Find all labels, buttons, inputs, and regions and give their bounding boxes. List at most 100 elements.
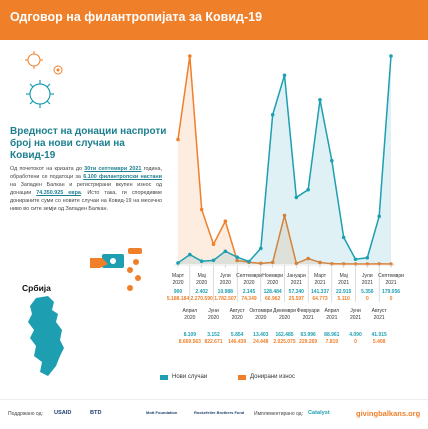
data-label-cases-top-4: 128.484 <box>264 289 282 295</box>
series-point-0-10 <box>294 195 299 200</box>
header-banner: Одговор на филантропијата за Ковид-19 <box>0 0 428 40</box>
series-point-1-7 <box>259 261 263 266</box>
series-point-1-2 <box>199 207 204 212</box>
series-point-0-16 <box>365 255 370 260</box>
tick-label-month-bottom-8: Август <box>372 308 388 314</box>
series-point-0-15 <box>353 257 358 262</box>
tick-label-month-bottom-1: Јуни <box>208 308 219 314</box>
tick-label-year-top-6: 2021 <box>314 280 325 286</box>
intro-amount: 74.350.925 евра <box>36 189 81 196</box>
data-label-cases-top-7: 22.915 <box>336 289 352 295</box>
legend-label-cases: Нови случаи <box>172 374 208 380</box>
data-label-cases-bottom-8: 41.015 <box>372 332 388 338</box>
intro-paragraph: Од почетокот на кризата до 30ти септемвр… <box>10 166 162 213</box>
legend-swatch-cases <box>160 375 168 380</box>
data-label-cases-top-3: 2.145 <box>243 289 256 295</box>
tick-label-year-bottom-8: 2021 <box>374 315 385 321</box>
series-point-0-12 <box>318 98 322 102</box>
tick-label-month-top-1: Мај <box>198 273 206 279</box>
data-label-donations-top-2: 1.782.507 <box>214 296 236 302</box>
data-label-donations-top-1: 2.270.590 <box>191 296 213 302</box>
series-point-1-9 <box>282 213 287 218</box>
series-point-1-4 <box>223 219 228 224</box>
data-label-cases-top-5: 57.340 <box>289 289 305 295</box>
data-label-donations-bottom-7: 0 <box>354 339 357 345</box>
data-label-cases-top-6: 141.337 <box>311 289 329 295</box>
series-point-0-3 <box>211 258 216 263</box>
tick-label-month-bottom-4: Декември <box>273 308 296 314</box>
series-point-1-3 <box>211 242 216 247</box>
tick-label-year-bottom-3: 2020 <box>255 315 266 321</box>
series-point-1-12 <box>318 260 322 265</box>
tick-label-year-top-7: 2021 <box>338 280 349 286</box>
series-point-1-11 <box>306 256 310 261</box>
series-point-0-13 <box>330 158 334 163</box>
data-label-donations-bottom-3: 24.448 <box>253 339 269 345</box>
tick-label-month-top-5: Јануари <box>287 273 306 279</box>
tick-label-month-top-4: Ноември <box>262 273 283 279</box>
series-point-0-4 <box>223 249 228 254</box>
data-label-cases-bottom-4: 162.485 <box>275 332 293 338</box>
series-point-1-5 <box>235 258 239 263</box>
tick-label-month-bottom-2: Август <box>230 308 246 314</box>
series-point-0-6 <box>247 259 251 264</box>
partner-usaid-logo: USAID <box>54 410 72 416</box>
series-point-0-1 <box>188 252 192 257</box>
website-link[interactable]: givingbalkans.org <box>356 409 421 418</box>
tick-label-year-bottom-7: 2021 <box>350 315 361 321</box>
data-label-donations-top-7: 5.110 <box>338 296 350 302</box>
data-label-cases-bottom-7: 4.090 <box>349 332 362 338</box>
data-label-cases-bottom-1: 3.152 <box>207 332 220 338</box>
data-label-cases-top-1: 2.402 <box>195 289 208 295</box>
series-point-1-1 <box>188 54 192 58</box>
series-point-0-17 <box>377 214 381 219</box>
tick-label-year-top-8: 2021 <box>362 280 373 286</box>
data-label-cases-top-8: 5.356 <box>361 289 374 295</box>
intro-date: 30ти септември 2021 <box>84 166 142 172</box>
data-label-donations-bottom-8: 5.408 <box>373 339 386 345</box>
implemented-by-label: Имплементирано од: <box>254 411 303 417</box>
data-label-cases-top-2: 10.988 <box>218 289 234 295</box>
series-point-0-7 <box>259 246 263 251</box>
tick-label-month-top-7: Мај <box>340 273 348 279</box>
series-point-1-8 <box>270 260 275 265</box>
tick-label-month-bottom-7: Јуни <box>350 308 361 314</box>
tick-label-year-bottom-1: 2020 <box>208 315 219 321</box>
data-label-cases-top-9: 179.056 <box>382 289 400 295</box>
tick-label-year-top-2: 2020 <box>220 280 231 286</box>
tick-label-month-top-0: Март <box>172 273 185 279</box>
tick-label-year-top-9: 2021 <box>385 280 396 286</box>
series-area-0 <box>178 56 391 264</box>
legend-swatch-donations <box>238 375 246 380</box>
tick-label-year-bottom-0: 2020 <box>184 315 195 321</box>
series-point-0-9 <box>282 73 287 78</box>
partner-mott-logo: Mott Foundation <box>146 410 178 415</box>
tick-label-month-top-8: Јули <box>362 273 373 279</box>
donation-hand-illustration <box>90 248 142 291</box>
data-label-donations-bottom-1: 822.671 <box>204 339 222 345</box>
series-point-0-2 <box>199 259 204 264</box>
data-label-donations-top-6: 64.773 <box>312 296 328 302</box>
tick-label-month-bottom-5: Февруари <box>297 308 320 314</box>
serbia-map <box>28 296 64 376</box>
logo-text-line1: Giving <box>354 8 389 22</box>
data-label-donations-top-5: 25.597 <box>289 296 305 302</box>
data-label-donations-top-0: 5.188.184 <box>167 296 189 302</box>
tick-label-month-bottom-0: Април <box>183 308 198 314</box>
intro-events: 6.100 филантропски настани <box>83 173 162 180</box>
page-title: Одговор на филантропијата за Ковид-19 <box>10 10 263 24</box>
section-title: Вредност на донации наспроти број на нов… <box>10 126 167 161</box>
data-label-cases-bottom-0: 8.109 <box>184 332 197 338</box>
tick-label-year-top-0: 2020 <box>172 280 183 286</box>
series-point-0-0 <box>176 261 180 265</box>
series-point-0-5 <box>235 255 239 259</box>
tick-label-month-top-6: Март <box>314 273 327 279</box>
supported-by-label: Поддржано од: <box>8 411 43 417</box>
tick-label-year-top-4: 2020 <box>267 280 278 286</box>
series-point-0-11 <box>306 187 310 192</box>
data-label-donations-bottom-4: 2.025.075 <box>273 339 295 345</box>
data-label-donations-top-8: 0 <box>366 296 369 302</box>
giving-balkans-logo: Giving Balkans <box>318 4 426 38</box>
data-label-donations-bottom-0: 8.669.563 <box>179 339 201 345</box>
data-label-donations-bottom-2: 146.439 <box>228 339 246 345</box>
